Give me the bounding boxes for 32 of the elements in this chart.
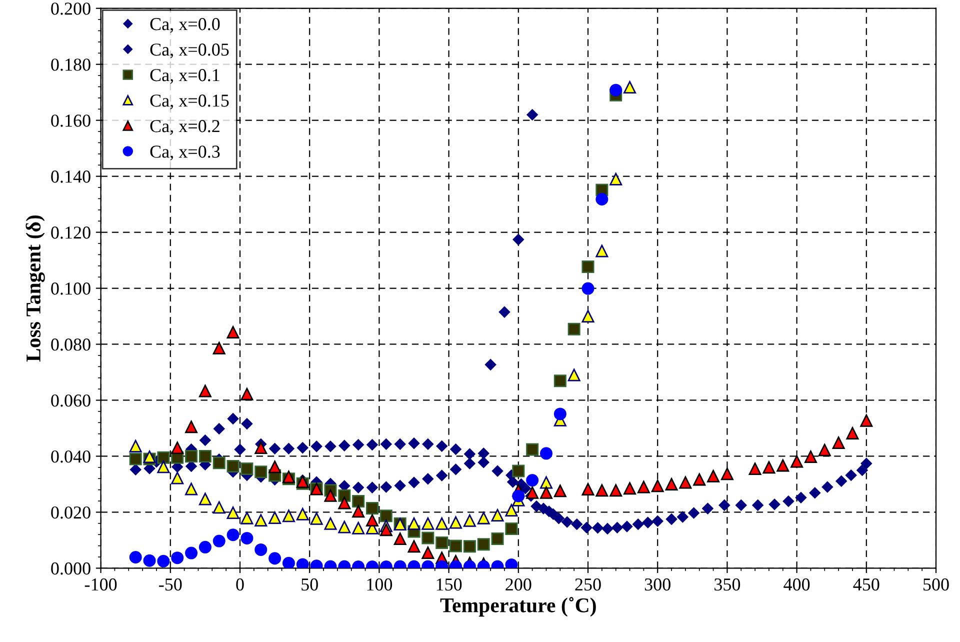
x-tick-label: -100 (84, 578, 117, 591)
x-tick-label: 100 (367, 578, 392, 591)
y-axis-title: Loss Tangent (δ) (26, 215, 45, 362)
legend-label: Ca, x=0.15 (150, 94, 229, 110)
x-axis-title: Temperature (˚C) (440, 597, 596, 617)
y-tick-label: 0.100 (51, 282, 90, 295)
x-tick-label: 500 (924, 578, 949, 591)
x-tick-label: 350 (714, 578, 740, 591)
y-tick-label: 0.120 (51, 226, 90, 239)
y-tick-label: 0.140 (51, 170, 90, 183)
x-tick-label: 400 (784, 578, 810, 591)
x-tick-label: 250 (575, 578, 601, 591)
x-tick-label: 300 (644, 578, 670, 591)
y-tick-label: 0.200 (51, 2, 90, 15)
y-tick-label: 0.180 (51, 58, 90, 71)
x-tick-label: 50 (302, 578, 318, 591)
y-tick-label: 0.060 (51, 394, 90, 407)
legend-label: Ca, x=0.3 (150, 146, 220, 160)
y-tick-label: 0.000 (51, 562, 90, 575)
y-tick-label: 0.160 (51, 114, 90, 127)
x-tick-label: 200 (506, 578, 532, 591)
y-tick-label: 0.040 (51, 450, 90, 463)
legend-label: Ca, x=0.2 (150, 120, 220, 135)
y-tick-label: 0.020 (51, 506, 90, 519)
legend-label: Ca, x=0.05 (150, 44, 229, 58)
x-tick-label: 0 (236, 578, 244, 591)
legend-label: Ca, x=0.0 (150, 18, 220, 33)
y-tick-label: 0.080 (51, 338, 90, 351)
x-tick-label: -50 (159, 578, 182, 591)
x-tick-label: 150 (436, 578, 462, 591)
x-tick-label: 450 (853, 578, 880, 591)
legend-label: Ca, x=0.1 (150, 69, 220, 84)
